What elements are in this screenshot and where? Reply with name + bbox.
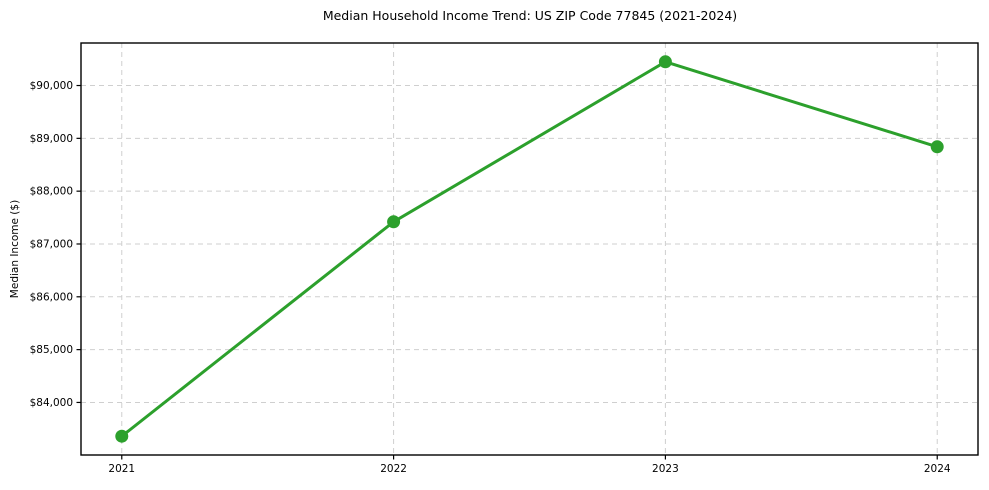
y-tick-label: $84,000 xyxy=(30,397,73,409)
x-tick-label: 2024 xyxy=(924,463,951,475)
x-tick-label: 2021 xyxy=(108,463,135,475)
data-point-marker-2024 xyxy=(930,140,944,154)
y-tick-label: $87,000 xyxy=(30,238,73,250)
y-tick-label: $89,000 xyxy=(30,133,73,145)
y-tick-label: $86,000 xyxy=(30,291,73,303)
plot-border xyxy=(80,42,979,456)
data-point-marker-2023 xyxy=(658,55,672,69)
x-tick-label: 2022 xyxy=(380,463,407,475)
x-tick-label: 2023 xyxy=(652,463,679,475)
y-tick-label: $90,000 xyxy=(30,80,73,92)
data-point-marker-2022 xyxy=(387,215,401,229)
trend-line xyxy=(120,60,939,438)
data-point-marker-2021 xyxy=(115,429,129,443)
y-tick-label: $88,000 xyxy=(30,186,73,198)
chart-title: Median Household Income Trend: US ZIP Co… xyxy=(322,8,738,23)
y-tick-label: $85,000 xyxy=(30,344,73,356)
